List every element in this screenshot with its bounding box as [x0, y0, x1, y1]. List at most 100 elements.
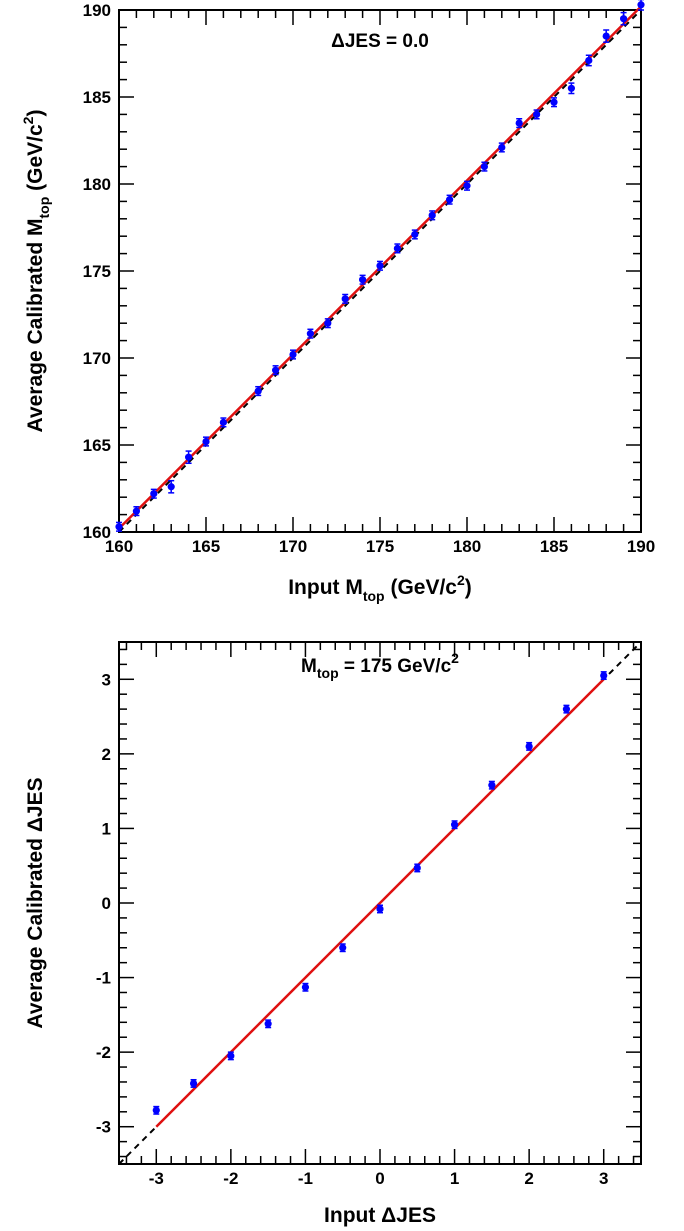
x-tick-label: 190 [627, 537, 655, 556]
y-tick-label: 180 [83, 175, 111, 194]
x-tick-label: 160 [105, 537, 133, 556]
data-point [620, 11, 628, 26]
data-point [498, 142, 506, 153]
data-points [115, 0, 645, 532]
data-point [227, 1051, 235, 1061]
y-tick-label: -1 [96, 969, 111, 988]
y-tick-label: 1 [102, 819, 111, 838]
data-marker [428, 211, 436, 219]
x-tick-label: 2 [524, 1169, 533, 1188]
data-marker [602, 32, 610, 40]
y-tick-label: 185 [83, 88, 111, 107]
data-point [585, 54, 593, 67]
data-marker [585, 56, 593, 65]
chart-annotation: ΔJES = 0.0 [331, 31, 429, 52]
data-marker [115, 523, 123, 531]
data-marker [498, 143, 506, 152]
data-point [567, 82, 576, 95]
data-marker [488, 781, 496, 789]
data-marker [446, 196, 454, 204]
x-tick-labels: 160 165 170 175 180 185 190 [105, 537, 655, 556]
x-tick-labels: -3 -2 -1 0 1 2 3 [149, 1169, 609, 1188]
data-point [480, 161, 488, 172]
data-point [202, 436, 210, 447]
data-marker [463, 182, 471, 190]
data-point [341, 293, 349, 304]
x-tick-label: 3 [599, 1169, 608, 1188]
y-tick-labels: 160 165 170 175 180 185 190 [83, 1, 111, 542]
data-marker [150, 490, 158, 498]
data-marker [480, 163, 488, 171]
data-point [600, 671, 608, 681]
data-marker [562, 705, 571, 713]
x-tick-label: -1 [298, 1169, 313, 1188]
data-point [550, 97, 558, 108]
data-marker [219, 418, 227, 426]
data-marker [600, 671, 608, 680]
data-point [413, 863, 421, 873]
data-marker [264, 1020, 272, 1028]
data-marker [339, 944, 347, 952]
data-marker [413, 864, 421, 872]
data-marker [411, 230, 419, 239]
data-point [301, 982, 310, 992]
y-tick-label: 2 [102, 745, 111, 764]
x-tick-label: 1 [450, 1169, 459, 1188]
data-point [488, 780, 496, 790]
y-tick-label: 170 [83, 349, 111, 368]
y-tick-label: -2 [96, 1043, 111, 1062]
data-marker [525, 742, 533, 751]
y-axis-label: Average Calibrated ΔJES [24, 777, 47, 1028]
data-point [411, 229, 419, 240]
data-point [152, 1105, 160, 1115]
data-point [189, 1078, 198, 1088]
data-point [272, 365, 280, 376]
data-point [289, 349, 297, 360]
y-tick-label: 0 [102, 894, 111, 913]
data-points [152, 671, 608, 1115]
x-tick-label: -3 [149, 1169, 164, 1188]
data-marker [515, 119, 523, 127]
data-point [115, 521, 123, 532]
data-marker [254, 387, 262, 395]
data-marker [620, 15, 628, 23]
data-point [525, 741, 533, 751]
y-tick-label: 165 [83, 436, 111, 455]
y-axis-label: Average Calibrated Mtop (GeV/c2) [20, 110, 52, 433]
data-point [463, 180, 471, 191]
data-point [376, 904, 384, 914]
data-marker [359, 276, 367, 284]
data-marker [301, 983, 310, 991]
data-point [219, 417, 227, 428]
x-tick-label: 0 [375, 1169, 384, 1188]
data-marker [167, 483, 175, 491]
data-point [324, 318, 332, 329]
data-marker [324, 319, 332, 327]
chart-annotation: Mtop = 175 GeV/c2 [301, 650, 459, 681]
data-point [185, 450, 193, 465]
data-point [533, 109, 541, 120]
data-point [428, 210, 436, 221]
fit-line [155, 678, 605, 1128]
data-marker [202, 437, 210, 446]
data-marker [341, 295, 349, 303]
data-marker [533, 110, 541, 118]
data-point [264, 1019, 272, 1029]
data-marker [306, 330, 314, 338]
data-marker [227, 1052, 235, 1060]
data-point [306, 328, 314, 339]
data-point [446, 194, 454, 205]
x-tick-label: 180 [453, 537, 481, 556]
fit-lines [118, 641, 642, 1165]
y-tick-labels: -3 -2 -1 0 1 2 3 [96, 670, 111, 1136]
data-marker [567, 84, 576, 92]
data-marker [152, 1106, 160, 1114]
y-tick-label: 160 [83, 523, 111, 542]
x-axis-label: Input ΔJES [324, 1204, 436, 1227]
x-axis-label: Input Mtop (GeV/c2) [288, 572, 472, 604]
x-tick-label: 170 [279, 537, 307, 556]
data-marker [185, 453, 193, 461]
axis-ticks [119, 642, 641, 1164]
